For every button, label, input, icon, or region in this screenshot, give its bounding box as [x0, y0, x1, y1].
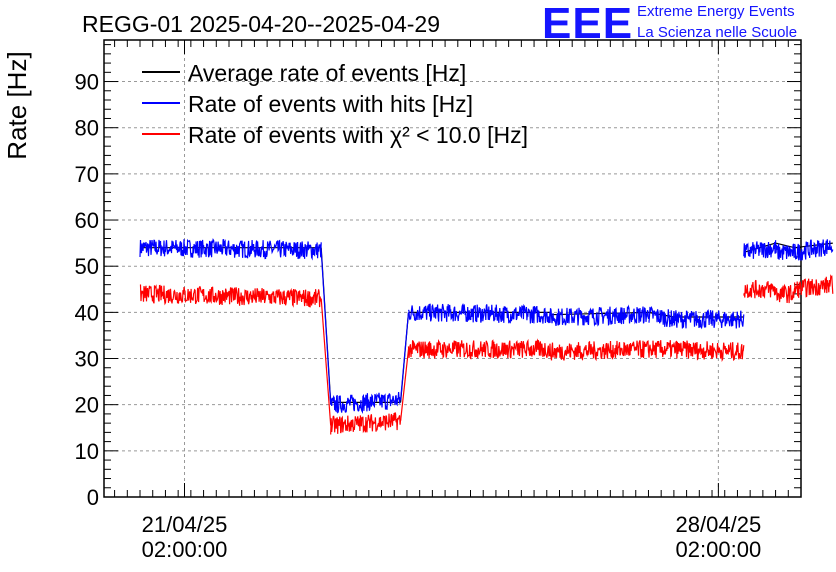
x-tick-label-date: 28/04/25	[676, 512, 762, 537]
series-line	[794, 239, 834, 261]
legend-entry: Average rate of events [Hz]	[188, 60, 466, 86]
series-line	[320, 298, 332, 426]
series-line	[400, 349, 410, 421]
series-line	[139, 238, 322, 261]
y-axis-label: Rate [Hz]	[2, 51, 32, 159]
series-line	[320, 249, 332, 405]
series-line	[673, 309, 745, 330]
series-line	[400, 312, 410, 401]
chart-title: REGG-01 2025-04-20--2025-04-29	[82, 11, 440, 37]
legend-entry: Rate of events with hits [Hz]	[188, 91, 473, 117]
series-line	[549, 304, 650, 327]
y-tick-label: 50	[75, 254, 99, 279]
series-line	[330, 412, 402, 435]
y-tick-label: 40	[75, 300, 99, 325]
x-tick-label-time: 02:00:00	[676, 537, 762, 562]
series-line	[407, 338, 551, 360]
series-line	[139, 284, 322, 308]
series-3	[139, 274, 834, 435]
series-2	[139, 238, 834, 414]
x-tick-label-time: 02:00:00	[142, 537, 228, 562]
plot-frame	[103, 39, 802, 498]
y-tick-label: 10	[75, 439, 99, 464]
series-line	[794, 274, 834, 298]
y-tick-label: 60	[75, 208, 99, 233]
y-tick-label: 80	[75, 116, 99, 141]
y-tick-label: 90	[75, 70, 99, 95]
logo-line-1: Extreme Energy Events	[637, 3, 795, 20]
series-line	[648, 305, 675, 328]
series-line	[743, 279, 777, 299]
y-tick-label: 70	[75, 162, 99, 187]
logo-line-2: La Scienza nelle Scuole	[637, 24, 798, 41]
series-line	[743, 240, 777, 259]
series-line	[330, 392, 402, 414]
series-line	[549, 340, 650, 362]
x-tick-label-date: 21/04/25	[142, 512, 228, 537]
series-line	[673, 340, 745, 362]
series-line	[407, 302, 551, 324]
series-line	[775, 243, 796, 260]
y-tick-label: 30	[75, 347, 99, 372]
y-tick-label: 20	[75, 393, 99, 418]
series-line	[775, 283, 796, 304]
legend-entry: Rate of events with χ² < 10.0 [Hz]	[188, 122, 528, 148]
y-tick-label: 0	[87, 485, 99, 510]
series-line	[647, 340, 675, 359]
